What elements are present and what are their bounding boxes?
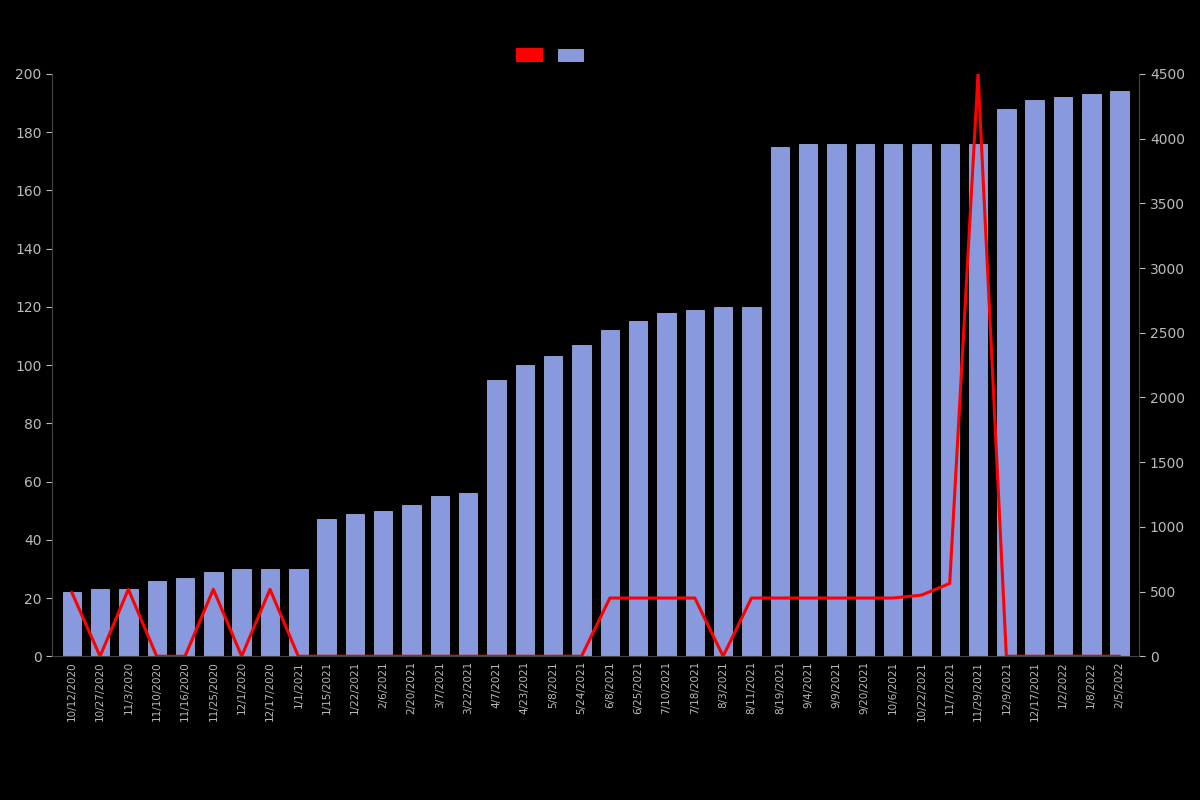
Bar [1054, 98, 1072, 656]
Bar [62, 592, 80, 656]
Bar [260, 569, 280, 656]
Bar [91, 590, 109, 656]
Bar [148, 581, 166, 656]
Bar [460, 494, 478, 656]
Bar [176, 578, 194, 656]
Bar [544, 356, 563, 656]
Bar [318, 519, 336, 656]
Bar [601, 330, 619, 656]
Bar [968, 144, 988, 656]
Bar [572, 345, 590, 656]
Bar [346, 514, 364, 656]
Bar [374, 510, 392, 656]
Bar [997, 109, 1015, 656]
Bar [289, 569, 307, 656]
Bar [884, 144, 902, 656]
Bar [912, 144, 930, 656]
Bar [487, 380, 505, 656]
Bar [1082, 94, 1100, 656]
Bar [629, 322, 647, 656]
Bar [1110, 91, 1129, 656]
Bar [856, 144, 874, 656]
Bar [658, 313, 676, 656]
Bar [770, 146, 788, 656]
Bar [714, 307, 732, 656]
Bar [402, 505, 421, 656]
Bar [685, 310, 704, 656]
Bar [431, 496, 449, 656]
Bar [827, 144, 846, 656]
Legend: , : , [517, 49, 587, 63]
Bar [799, 144, 817, 656]
Bar [743, 307, 761, 656]
Bar [516, 365, 534, 656]
Bar [1026, 100, 1044, 656]
Bar [233, 569, 251, 656]
Bar [941, 144, 959, 656]
Bar [119, 590, 138, 656]
Bar [204, 572, 222, 656]
